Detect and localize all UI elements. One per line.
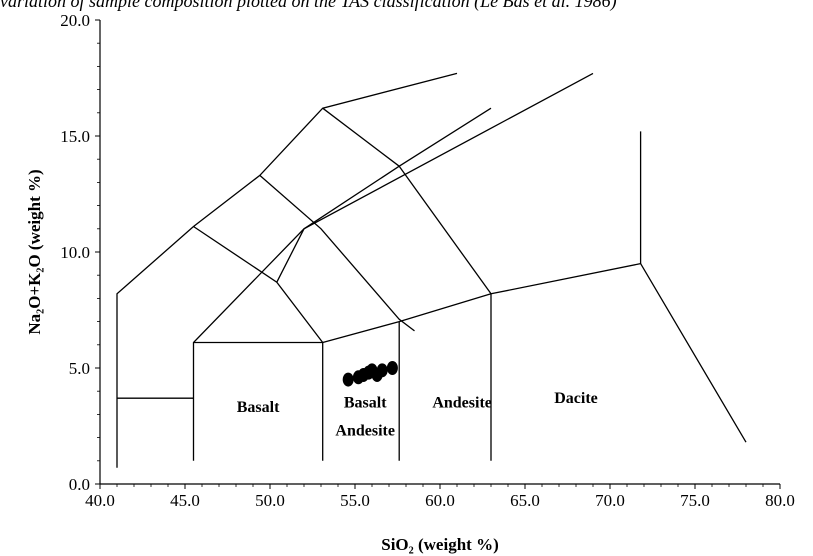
field-labels: Basalt Basalt Andesite Andesite Dacite [237,390,598,439]
x-tick-label: 60.0 [425,491,455,510]
y-axis-title: Na₂O+K₂O (weight %) [25,169,44,334]
axes [99,20,780,485]
data-points [342,361,398,387]
data-point [386,361,398,375]
field-boundary-line [322,262,747,443]
data-point [342,372,354,387]
y-tick-label: 5.0 [69,359,90,378]
field-boundary-line [259,174,415,332]
field-boundary-line [398,165,492,295]
field-boundary-line [193,225,324,343]
tick-labels: 40.0 45.0 50.0 55.0 60.0 65.0 70.0 75.0 80.0 0.0 5… [60,11,795,510]
field-boundary-line [116,72,458,468]
x-axis-title: SiO₂ (weight %) [381,535,498,554]
field-label: Dacite [554,390,598,407]
field-label: Andesite [432,394,492,411]
x-tick-label: 65.0 [510,491,540,510]
x-tick-label: 80.0 [765,491,795,510]
field-label: Basalt [237,399,280,416]
x-tick-label: 45.0 [170,491,200,510]
x-tick-label: 55.0 [340,491,370,510]
field-boundary-line [192,72,594,461]
data-point [376,363,388,378]
x-tick-label: 70.0 [595,491,625,510]
field-boundary-line [276,228,305,283]
field-boundary-line [322,107,400,167]
y-tick-label: 15.0 [60,127,90,146]
field-label: Andesite [335,422,395,439]
x-tick-label: 50.0 [255,491,285,510]
x-tick-label: 75.0 [680,491,710,510]
field-boundary-line [303,107,492,230]
field-label: Basalt [344,394,387,411]
y-tick-label: 20.0 [60,11,90,30]
tick-marks [95,19,781,489]
y-tick-label: 10.0 [60,243,90,262]
y-tick-label: 0.0 [69,475,90,494]
caption-fragment: variation of sample composition plotted … [0,0,617,11]
x-tick-label: 40.0 [85,491,115,510]
tas-field-boundaries [116,72,747,468]
